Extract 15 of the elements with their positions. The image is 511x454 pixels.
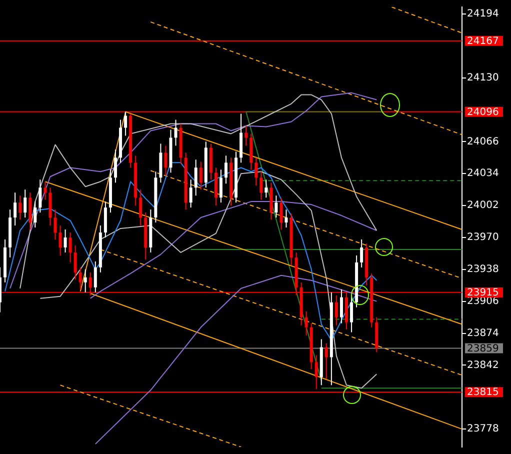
y-tick-label: 23778 [467, 424, 499, 435]
y-tick-label: 24194 [467, 8, 499, 20]
ref-line-label: 24096 [467, 106, 499, 118]
ref-line-label: 23859 [467, 343, 499, 354]
y-tick-label: 24034 [467, 168, 499, 180]
y-tick-label: 23970 [467, 232, 499, 244]
y-tick-label: 23874 [467, 328, 499, 339]
y-tick-label: 23938 [467, 264, 499, 275]
y-tick-label: 23842 [467, 360, 499, 371]
ref-line-label: 24167 [467, 36, 499, 48]
ref-line-label: 23815 [467, 387, 499, 398]
ref-line-label: 23915 [467, 287, 499, 298]
y-tick-label: 24002 [467, 200, 499, 212]
y-tick-label: 24130 [467, 72, 499, 84]
y-tick-label: 24066 [467, 136, 499, 148]
